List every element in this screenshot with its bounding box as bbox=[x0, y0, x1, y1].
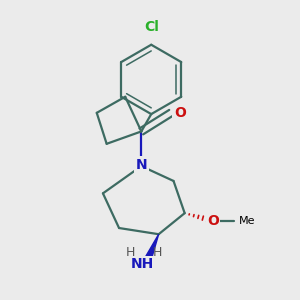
Text: N: N bbox=[136, 158, 147, 172]
Text: Me: Me bbox=[239, 216, 256, 226]
Text: O: O bbox=[207, 214, 219, 228]
Text: H: H bbox=[153, 246, 162, 259]
Text: NH: NH bbox=[131, 257, 154, 271]
Polygon shape bbox=[144, 234, 159, 262]
Text: O: O bbox=[174, 106, 186, 120]
Text: Cl: Cl bbox=[144, 20, 159, 34]
Text: H: H bbox=[125, 246, 135, 259]
